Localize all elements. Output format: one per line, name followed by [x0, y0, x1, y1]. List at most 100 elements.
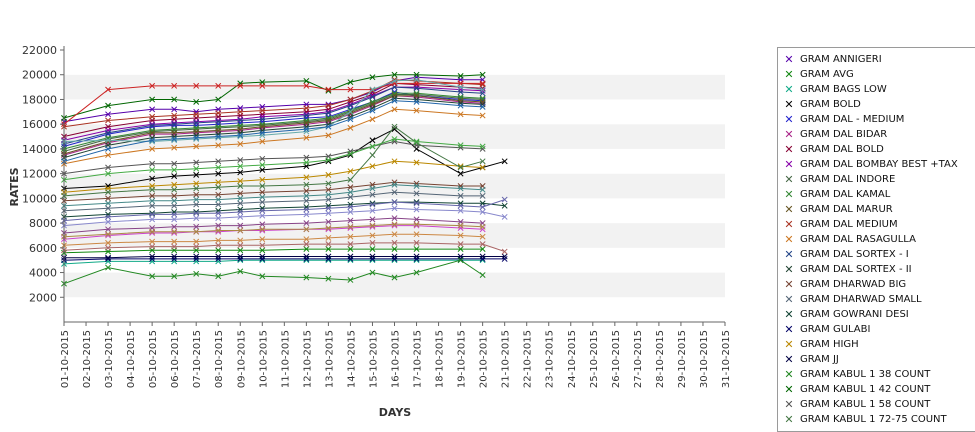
legend-label: GRAM KABUL 1 38 COUNT [800, 369, 931, 380]
series-line [63, 79, 483, 143]
data-point [237, 183, 244, 189]
series-1 [61, 246, 486, 256]
data-point [479, 186, 486, 193]
legend-label: GRAM DAL SORTEX - II [800, 264, 912, 275]
data-point [215, 273, 222, 280]
data-point [325, 102, 332, 109]
data-point [347, 184, 354, 191]
data-point [105, 111, 112, 118]
data-point [259, 253, 266, 260]
data-point [105, 244, 112, 251]
y-tick-label: 22000 [22, 44, 57, 57]
x-tick-label: 04-10-2015 [126, 330, 137, 388]
legend-label: GRAM KABUL 1 42 COUNT [800, 384, 931, 395]
data-point [105, 226, 112, 233]
data-point [149, 216, 156, 223]
x-tick-label: 27-10-2015 [633, 330, 644, 388]
data-point [193, 255, 200, 262]
series-22 [61, 71, 486, 121]
data-point [215, 133, 222, 140]
series-34 [61, 136, 486, 183]
y-tick-label: 6000 [29, 242, 57, 255]
data-point [369, 191, 376, 198]
x-tick-label: 12-10-2015 [302, 330, 313, 388]
series-26 [61, 76, 486, 145]
data-point [259, 227, 266, 234]
data-point [105, 183, 112, 189]
data-point [215, 179, 222, 186]
legend-item: ✕ GRAM HIGH [778, 337, 859, 352]
data-point [193, 238, 200, 245]
legend-label: GRAM KABUL 1 72-75 COUNT [800, 414, 947, 425]
data-point [347, 204, 354, 210]
data-point [347, 116, 354, 123]
data-point [479, 71, 486, 78]
data-point [347, 246, 354, 253]
data-point [237, 200, 244, 207]
data-point [391, 92, 398, 99]
data-point [259, 121, 266, 128]
data-point [457, 241, 464, 248]
data-point [171, 166, 178, 173]
legend-label: GRAM KABUL 1 58 COUNT [800, 399, 931, 410]
data-point [149, 122, 156, 129]
data-point [237, 253, 244, 260]
data-point [149, 238, 156, 245]
legend-item: ✕ GRAM DAL KAMAL [778, 187, 890, 202]
series-layer [61, 71, 508, 287]
data-point [171, 258, 178, 265]
y-tick-label: 4000 [29, 267, 57, 280]
legend-item: ✕ GRAM ANNIGERI [778, 52, 882, 67]
data-point [171, 144, 178, 151]
data-point [325, 191, 332, 198]
data-point [479, 204, 486, 210]
legend-marker-icon: ✕ [784, 353, 794, 366]
data-point [149, 106, 156, 113]
legend-item: ✕ GRAM DAL BOLD [778, 142, 884, 157]
y-tick-label: 2000 [29, 291, 57, 304]
data-point [171, 202, 178, 209]
data-point [215, 196, 222, 203]
data-point [347, 102, 354, 109]
data-point [347, 241, 354, 248]
data-point [215, 215, 222, 222]
data-point [303, 241, 310, 248]
data-point [391, 239, 398, 246]
legend-item: ✕ GRAM BAGS LOW [778, 82, 886, 97]
data-point [391, 158, 398, 165]
data-point [193, 201, 200, 208]
legend-item: ✕ GRAM BOLD [778, 97, 861, 112]
data-point [259, 247, 266, 254]
data-point [391, 215, 398, 222]
data-point [193, 223, 200, 230]
data-point [259, 113, 266, 120]
data-point [457, 73, 464, 79]
data-point [193, 243, 200, 250]
data-point [105, 129, 112, 136]
data-point [501, 255, 508, 262]
data-point [413, 76, 420, 83]
data-point [303, 174, 310, 181]
legend-marker-icon: ✕ [784, 413, 794, 426]
legend-label: GRAM BOLD [800, 99, 861, 110]
data-point [457, 163, 464, 170]
x-tick-label: 16-10-2015 [391, 330, 402, 388]
series-line [63, 184, 483, 207]
data-point [193, 119, 200, 126]
data-point [413, 85, 420, 92]
legend-label: GRAM ANNIGERI [800, 54, 882, 65]
data-point [413, 239, 420, 246]
data-point [237, 141, 244, 147]
series-32 [61, 239, 508, 255]
data-point [479, 241, 486, 248]
legend-label: GRAM HIGH [800, 339, 859, 350]
data-point [105, 189, 112, 196]
data-point [193, 159, 200, 166]
data-point [303, 128, 310, 135]
legend-item: ✕ GRAM KABUL 1 42 COUNT [778, 382, 930, 397]
data-point [325, 202, 332, 209]
data-point [237, 163, 244, 170]
data-point [457, 202, 464, 209]
x-tick-label: 05-10-2015 [148, 330, 159, 388]
legend-label: GRAM GOWRANI DESI [800, 309, 909, 320]
